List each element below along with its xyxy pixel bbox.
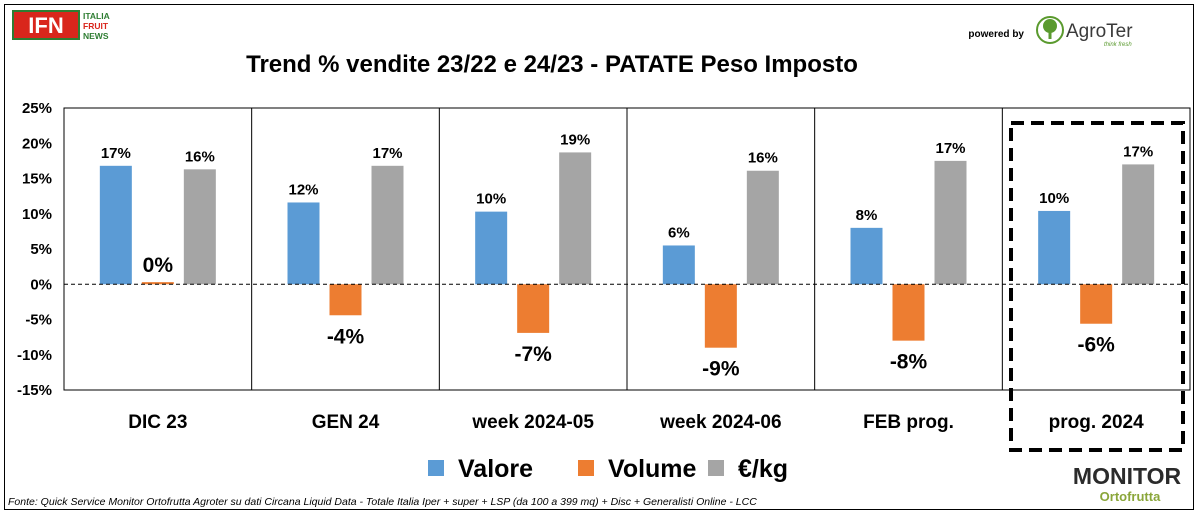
agroter-text: AgroTer xyxy=(1066,21,1133,42)
legend-swatch xyxy=(428,460,444,476)
data-label: 17% xyxy=(1123,143,1153,160)
bar-volume xyxy=(517,284,550,333)
powered-by-text: powered by xyxy=(968,29,1024,40)
legend-label: Valore xyxy=(458,455,533,483)
chart-title: Trend % vendite 23/22 e 24/23 - PATATE P… xyxy=(246,51,858,78)
ifn-logo-sub-2: FRUIT xyxy=(83,21,109,31)
legend-swatch xyxy=(708,460,724,476)
bar-volume xyxy=(704,284,737,348)
agroter-logo: powered by AgroTer think fresh xyxy=(968,16,1133,48)
bar-volume xyxy=(141,282,174,285)
bar-euro-kg xyxy=(1122,164,1155,285)
data-label: 6% xyxy=(668,224,690,241)
bars-group xyxy=(99,152,1155,348)
ifn-logo: IFN ITALIA FRUIT NEWS xyxy=(12,10,110,41)
data-label: -8% xyxy=(890,351,928,374)
y-tick-label: -10% xyxy=(17,347,52,364)
bar-valore xyxy=(850,227,883,285)
data-label: 19% xyxy=(560,131,590,148)
x-tick-label: week 2024-05 xyxy=(471,412,594,433)
bar-valore xyxy=(662,245,695,285)
y-tick-label: 10% xyxy=(22,206,52,223)
bar-euro-kg xyxy=(371,165,404,285)
data-label: 0% xyxy=(143,254,174,277)
monitor-logo-text: MONITOR xyxy=(1073,463,1182,489)
bar-valore xyxy=(1038,210,1071,285)
y-tick-label: 20% xyxy=(22,135,52,152)
data-label: 17% xyxy=(935,140,965,157)
ortofrutta-logo-text: Ortofrutta xyxy=(1100,489,1161,504)
y-tick-label: 25% xyxy=(22,100,52,117)
ifn-logo-text: IFN xyxy=(28,13,63,38)
y-tick-label: -15% xyxy=(17,382,52,399)
data-label: 12% xyxy=(288,181,318,198)
data-labels-group: 17% 0% 16% 12% -4% 17% 10% -7% 19% 6% -9% 16% 8% -8% 1… xyxy=(101,131,1153,380)
ifn-logo-badge xyxy=(12,10,80,40)
y-tick-label: -5% xyxy=(25,312,52,329)
source-note: Fonte: Quick Service Monitor Ortofrutta … xyxy=(8,496,757,508)
legend: Valore Volume €/kg xyxy=(428,455,788,483)
data-label: -4% xyxy=(327,325,365,348)
data-label: 17% xyxy=(372,145,402,162)
data-label: 10% xyxy=(476,191,506,208)
agroter-tree-icon xyxy=(1036,16,1064,44)
data-label: 10% xyxy=(1039,190,1069,207)
data-label: -9% xyxy=(702,358,740,381)
data-label: -7% xyxy=(514,343,552,366)
bar-valore xyxy=(475,211,508,285)
x-axis: DIC 23 GEN 24 week 2024-05 week 2024-06 FEB … xyxy=(128,412,1144,433)
bar-valore xyxy=(99,165,132,285)
y-tick-label: 15% xyxy=(22,171,52,188)
bar-euro-kg xyxy=(559,152,592,285)
bar-volume xyxy=(1080,284,1113,324)
bar-euro-kg xyxy=(934,160,967,285)
bar-euro-kg xyxy=(183,169,216,285)
bar-volume xyxy=(329,284,362,316)
bar-valore xyxy=(287,202,320,285)
ifn-logo-sub-3: NEWS xyxy=(83,31,109,41)
y-tick-label: 0% xyxy=(30,276,52,293)
x-tick-label: FEB prog. xyxy=(863,412,954,433)
data-label: 16% xyxy=(748,150,778,167)
data-label: 17% xyxy=(101,145,131,162)
x-tick-label: week 2024-06 xyxy=(659,412,782,433)
legend-label: Volume xyxy=(608,455,697,483)
agroter-tagline: think fresh xyxy=(1104,42,1132,48)
legend-label: €/kg xyxy=(738,455,788,483)
data-label: 16% xyxy=(185,148,215,165)
bar-euro-kg xyxy=(746,170,779,285)
monitor-ortofrutta-logo: MONITOR Ortofrutta xyxy=(1073,463,1182,504)
ifn-logo-sub-1: ITALIA xyxy=(83,11,110,21)
x-tick-label: DIC 23 xyxy=(128,412,187,433)
category-separators xyxy=(251,108,1003,390)
x-tick-label: GEN 24 xyxy=(312,412,380,433)
y-tick-label: 5% xyxy=(30,241,52,258)
data-label: 8% xyxy=(856,207,878,224)
x-tick-label: prog. 2024 xyxy=(1049,412,1144,433)
data-label: -6% xyxy=(1077,334,1115,357)
highlight-box xyxy=(1009,121,1185,452)
legend-swatch xyxy=(578,460,594,476)
y-axis: 25% 20% 15% 10% 5% 0% -5% -10% -15% xyxy=(17,100,52,399)
bar-volume xyxy=(892,284,925,341)
